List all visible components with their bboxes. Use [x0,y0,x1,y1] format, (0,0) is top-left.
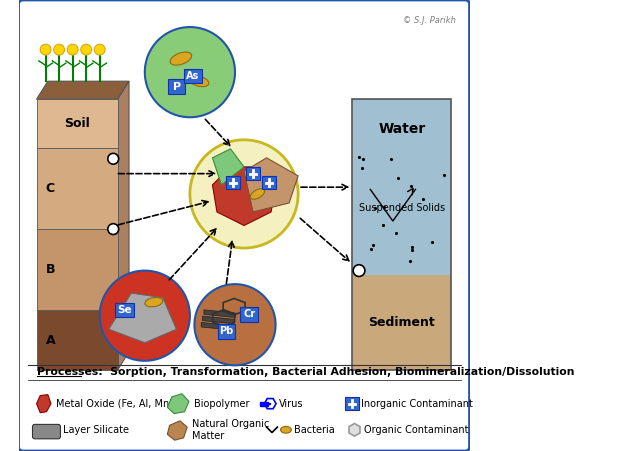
Ellipse shape [189,76,209,87]
Text: Virus: Virus [279,399,303,409]
Polygon shape [212,167,276,226]
FancyBboxPatch shape [37,229,118,310]
FancyBboxPatch shape [218,324,235,339]
Polygon shape [244,158,298,212]
Ellipse shape [250,189,265,199]
FancyBboxPatch shape [19,0,469,451]
Text: Natural Organic
Matter: Natural Organic Matter [192,419,270,441]
FancyBboxPatch shape [262,176,276,189]
Polygon shape [167,394,189,414]
FancyBboxPatch shape [184,69,202,83]
FancyBboxPatch shape [226,176,240,189]
Polygon shape [37,395,51,413]
Text: Suspended Solids: Suspended Solids [359,203,445,213]
Polygon shape [203,316,234,324]
Text: A: A [46,334,55,346]
Circle shape [67,44,78,55]
Circle shape [108,224,119,235]
Text: Metal Oxide (Fe, Al, Mn): Metal Oxide (Fe, Al, Mn) [56,399,172,409]
FancyBboxPatch shape [32,424,61,439]
Circle shape [145,27,235,117]
Text: C: C [46,182,55,195]
FancyBboxPatch shape [37,99,118,148]
Circle shape [108,153,119,164]
Text: Cr: Cr [243,309,255,319]
Text: Inorganic Contaminant: Inorganic Contaminant [361,399,473,409]
FancyBboxPatch shape [240,307,258,322]
FancyBboxPatch shape [353,275,452,370]
Polygon shape [109,293,177,343]
Text: Bacteria: Bacteria [294,425,334,435]
Polygon shape [118,81,129,370]
Text: Se: Se [117,305,132,315]
Text: Processes:  Sorption, Transformation, Bacterial Adhesion, Biomineralization/Diss: Processes: Sorption, Transformation, Bac… [37,367,574,377]
Text: Soil: Soil [64,117,90,130]
Circle shape [40,44,51,55]
Text: Water: Water [378,122,426,136]
Text: P: P [173,82,181,92]
FancyBboxPatch shape [168,79,185,94]
Polygon shape [167,421,187,440]
Polygon shape [37,81,129,99]
Circle shape [195,284,276,365]
Text: Sediment: Sediment [369,316,436,329]
Polygon shape [204,310,235,318]
Polygon shape [212,149,244,185]
Circle shape [54,44,64,55]
Circle shape [94,44,105,55]
Ellipse shape [170,52,192,65]
FancyBboxPatch shape [353,99,452,275]
Circle shape [80,44,92,55]
FancyBboxPatch shape [346,397,359,410]
Text: As: As [187,71,200,81]
Polygon shape [349,423,360,436]
Text: © S.J. Parikh: © S.J. Parikh [403,16,456,25]
FancyBboxPatch shape [37,310,118,370]
Circle shape [353,265,365,276]
Text: Biopolymer: Biopolymer [195,399,250,409]
Text: B: B [46,263,55,276]
FancyBboxPatch shape [246,167,260,180]
Circle shape [190,140,298,248]
Polygon shape [201,322,233,330]
Circle shape [100,271,190,361]
Text: Organic Contaminant: Organic Contaminant [364,425,469,435]
FancyBboxPatch shape [37,148,118,229]
Text: Layer Silicate: Layer Silicate [63,425,129,435]
FancyBboxPatch shape [115,303,134,317]
Text: Pb: Pb [219,327,233,336]
Ellipse shape [281,427,291,433]
Ellipse shape [145,298,163,307]
